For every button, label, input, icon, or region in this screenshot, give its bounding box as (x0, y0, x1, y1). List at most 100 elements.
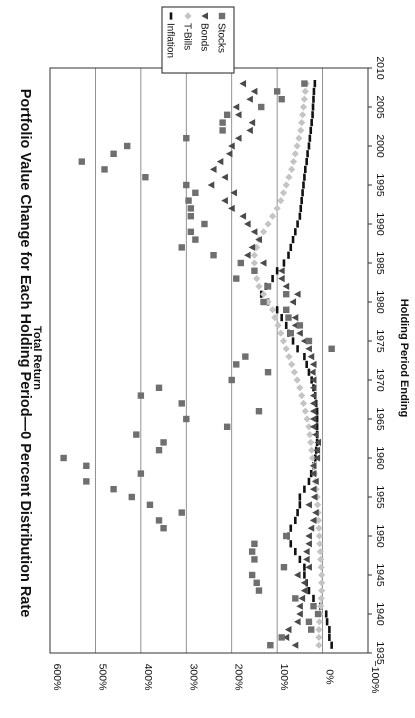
data-point (155, 447, 163, 454)
data-point (219, 119, 226, 126)
x-tick-label: 1950 (374, 524, 386, 548)
data-point (315, 641, 323, 649)
data-point (317, 563, 325, 571)
data-point (296, 329, 303, 337)
data-point (278, 634, 285, 641)
data-point (228, 376, 235, 384)
data-point (282, 259, 286, 267)
data-point (291, 236, 295, 244)
data-point (280, 314, 283, 322)
data-point (160, 439, 167, 446)
data-point (301, 80, 308, 87)
y-tick-label: 0% (324, 669, 336, 684)
data-point (305, 618, 313, 625)
data-point (305, 563, 312, 571)
data-point (264, 369, 272, 376)
data-point (155, 384, 163, 391)
data-point (282, 282, 290, 290)
data-point (255, 587, 263, 594)
series-inflation (259, 80, 333, 649)
data-point (187, 205, 195, 212)
data-point (298, 212, 302, 220)
data-point (250, 87, 258, 95)
data-point (300, 579, 308, 587)
data-point (313, 501, 322, 509)
legend-marker (218, 12, 226, 20)
legend-item: Inflation (165, 12, 176, 58)
x-tick-label: 1940 (374, 602, 386, 626)
data-point (303, 563, 306, 571)
data-point (300, 587, 308, 595)
data-point (302, 181, 305, 189)
data-point (228, 142, 235, 150)
data-point (133, 431, 140, 438)
data-point (317, 602, 325, 610)
data-point (308, 454, 317, 462)
data-point (311, 111, 314, 119)
data-point (310, 119, 313, 127)
data-point (155, 517, 163, 524)
legend: Stocks Bonds T-Bills Inflation (161, 6, 235, 74)
data-point (315, 626, 323, 634)
data-point (303, 548, 310, 556)
data-point (275, 306, 279, 314)
data-point (309, 399, 317, 407)
data-point (137, 470, 145, 477)
legend-box (161, 6, 235, 74)
data-point (274, 321, 282, 329)
x-tick-label: 1995 (374, 173, 386, 197)
data-point (293, 142, 301, 150)
legend-item: Stocks (216, 12, 227, 53)
data-point (251, 267, 258, 274)
data-point (282, 181, 290, 189)
data-point (228, 204, 235, 212)
data-point (258, 103, 265, 111)
data-point (315, 633, 323, 641)
data-point (223, 111, 231, 118)
data-point (315, 532, 323, 540)
data-point (110, 150, 117, 157)
data-point (221, 197, 228, 205)
data-point (221, 173, 228, 181)
data-point (233, 361, 240, 368)
data-point (299, 399, 308, 407)
data-point (279, 337, 288, 345)
y-tick-label: 100% (278, 664, 290, 691)
data-point (318, 579, 326, 587)
data-point (313, 446, 321, 454)
x-tick-label: 2010 (374, 56, 386, 80)
data-point (283, 291, 290, 298)
data-point (83, 478, 90, 485)
data-point (298, 111, 307, 119)
x-tick-label: 1955 (374, 485, 386, 509)
data-point (298, 594, 306, 602)
data-point (264, 283, 272, 290)
data-point (209, 165, 217, 173)
data-point (271, 314, 279, 322)
data-point (308, 134, 312, 142)
data-point (312, 477, 319, 485)
data-point (146, 501, 154, 508)
y-axis-title: Total Return (31, 326, 43, 390)
data-point (309, 126, 313, 134)
data-point (137, 392, 145, 399)
data-point (318, 571, 326, 579)
y-tick-label: −100% (369, 661, 381, 694)
data-point (292, 595, 299, 602)
data-point (255, 282, 263, 290)
data-point (309, 407, 317, 415)
data-point (271, 275, 274, 283)
legend-marker (184, 12, 192, 20)
data-point (314, 516, 323, 524)
data-point (305, 501, 312, 509)
data-point (253, 275, 261, 283)
data-point (309, 415, 317, 423)
legend-marker (201, 12, 208, 20)
data-point (299, 103, 308, 111)
y-tick-label: 400% (142, 664, 154, 691)
data-point (273, 88, 281, 95)
data-point (328, 345, 335, 352)
data-point (309, 376, 317, 384)
data-point (244, 220, 251, 228)
data-point (239, 80, 247, 88)
